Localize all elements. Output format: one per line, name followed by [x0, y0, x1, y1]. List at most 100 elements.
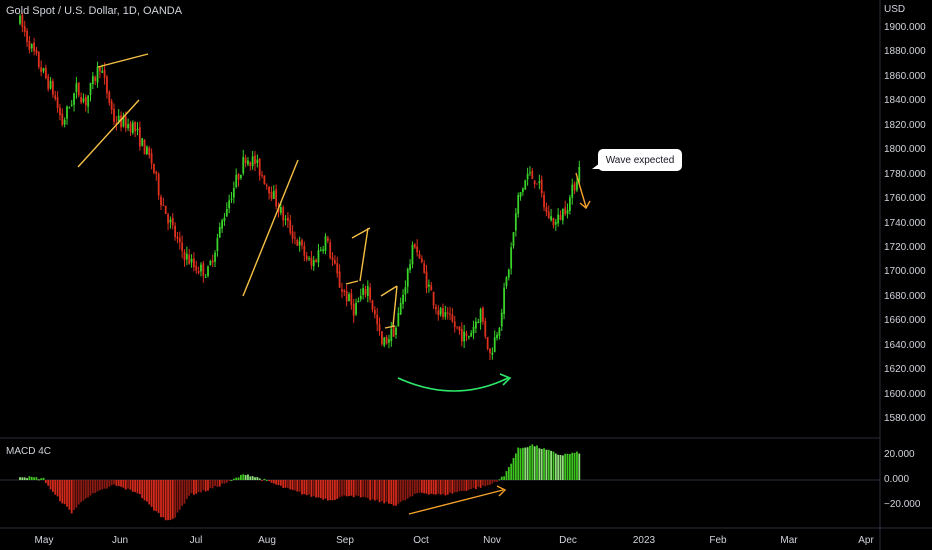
macd-bar: [498, 479, 501, 481]
candle-body: [524, 180, 527, 190]
macd-bar: [247, 474, 249, 480]
candle-body: [355, 302, 357, 315]
candle-body: [209, 261, 212, 265]
candle-body: [143, 139, 146, 155]
wave-callout[interactable]: Wave expected: [592, 149, 682, 171]
flag-bottom-line[interactable]: [345, 280, 359, 285]
macd-bar: [390, 480, 393, 505]
candle-body: [545, 207, 548, 213]
macd-bar: [240, 474, 242, 480]
candle-body: [566, 209, 569, 214]
macd-bar: [303, 480, 306, 495]
wedge-lower-line[interactable]: [77, 99, 140, 168]
candle-body: [153, 163, 155, 173]
candle-body: [463, 331, 466, 342]
macd-bar: [413, 480, 416, 494]
candle-body: [458, 326, 461, 331]
flag-top-line[interactable]: [351, 227, 371, 239]
macd-bar: [115, 480, 118, 486]
candle-body: [291, 231, 294, 239]
macd-bar: [122, 480, 125, 488]
macd-tick-label: 0.000: [884, 474, 910, 485]
indicator-label[interactable]: MACD 4C: [6, 446, 52, 457]
macd-bar: [68, 480, 71, 510]
candle-series: [19, 12, 581, 361]
candle-body: [385, 337, 388, 344]
macd-bar: [136, 480, 139, 494]
expected-wave-arrow[interactable]: [575, 172, 587, 208]
curve-arrow-head-icon: [499, 373, 512, 386]
time-tick-label: Dec: [559, 535, 577, 546]
candle-body: [467, 336, 470, 338]
candle-body: [569, 197, 571, 211]
macd-bar: [228, 480, 231, 481]
macd-divergence-line[interactable]: [408, 489, 504, 515]
candle-body: [68, 107, 71, 109]
macd-bar: [237, 477, 240, 480]
macd-bar: [489, 480, 491, 485]
candle-body: [284, 218, 287, 220]
macd-bar: [359, 480, 362, 498]
price-tick-label: 1840.000: [884, 95, 926, 107]
macd-bar: [409, 480, 411, 497]
candle-body: [244, 158, 247, 164]
macd-bar: [54, 480, 57, 495]
macd-bar: [310, 480, 313, 497]
candle-body: [294, 237, 296, 239]
macd-bar: [101, 480, 104, 490]
flag-side-line[interactable]: [359, 227, 369, 282]
candle-body: [157, 173, 160, 196]
flag2-bottom-line[interactable]: [384, 325, 396, 329]
candle-body: [395, 327, 397, 335]
candle-body: [115, 123, 118, 125]
candle-body: [73, 93, 75, 105]
rounding-bottom-curve[interactable]: [397, 377, 509, 392]
time-tick-label: Oct: [413, 535, 429, 546]
macd-bar: [395, 480, 397, 506]
macd-bar: [167, 480, 169, 521]
macd-bar: [388, 480, 390, 504]
macd-bar: [138, 480, 141, 495]
macd-bar: [265, 479, 268, 481]
candle-body: [268, 186, 270, 194]
macd-bar: [131, 480, 134, 492]
candle-body: [160, 196, 162, 206]
macd-bar: [49, 480, 52, 490]
macd-bar: [282, 480, 285, 488]
macd-bar: [559, 455, 562, 480]
macd-bar: [322, 480, 325, 500]
candle-body: [26, 30, 28, 42]
wedge-upper-line[interactable]: [97, 53, 149, 68]
flag2-top-line[interactable]: [380, 285, 398, 297]
candle-body: [350, 293, 353, 305]
macd-bar: [425, 480, 428, 494]
time-tick-label: Feb: [709, 535, 727, 546]
flag2-side-line[interactable]: [392, 285, 398, 327]
macd-bar: [89, 480, 92, 496]
price-tick-label: 1600.000: [884, 388, 926, 400]
macd-bar: [465, 480, 468, 491]
macd-bar: [171, 480, 174, 519]
symbol-title[interactable]: Gold Spot / U.S. Dollar, 1D, OANDA: [6, 5, 183, 17]
macd-bar: [120, 480, 122, 487]
candle-body: [282, 207, 285, 221]
candle-body: [430, 285, 433, 291]
macd-bar: [294, 480, 296, 491]
price-tick-label: 1820.000: [884, 119, 926, 131]
candle-body: [334, 260, 336, 264]
candle-body: [21, 14, 24, 27]
macd-bar: [564, 453, 567, 480]
macd-bar: [296, 480, 299, 492]
impulse-line[interactable]: [242, 159, 299, 297]
candle-body: [242, 156, 245, 174]
candle-body: [315, 259, 317, 262]
candle-body: [484, 320, 487, 337]
candle-body: [52, 81, 54, 95]
candle-body: [308, 258, 310, 260]
price-tick-label: 1720.000: [884, 241, 926, 253]
candle-body: [519, 192, 522, 197]
macd-bar: [392, 480, 395, 506]
macd-bar: [193, 480, 195, 495]
candle-body: [312, 260, 315, 267]
